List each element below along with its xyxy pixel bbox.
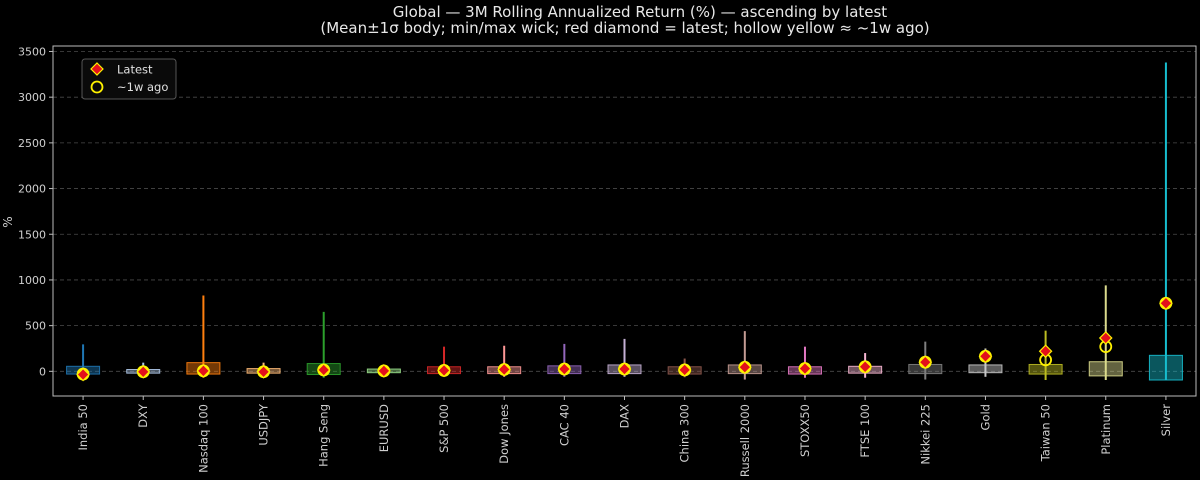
x-tick-label: Russell 2000 <box>738 404 752 477</box>
series-group <box>787 346 822 378</box>
latest-marker <box>136 364 151 379</box>
series-group <box>1148 62 1183 381</box>
legend-box <box>81 58 177 100</box>
latest-marker <box>557 362 572 376</box>
latest-marker <box>978 349 993 364</box>
legend-week-ago-label: ~1w ago <box>117 80 168 94</box>
latest-marker <box>437 363 451 378</box>
y-tick-label: 2000 <box>18 183 46 196</box>
series-group <box>66 344 101 382</box>
x-tick-label: DXY <box>136 403 150 428</box>
series-group <box>667 358 702 378</box>
legend-latest-label: Latest <box>117 63 153 77</box>
series-group <box>186 295 221 378</box>
y-axis-ticks: 0 500 1000 1500 2000 2500 3000 3500 <box>18 45 53 378</box>
y-tick-label: 1000 <box>18 274 46 287</box>
grid-lines <box>53 51 1196 372</box>
y-tick-label: 2500 <box>18 137 46 150</box>
series-box <box>968 364 1003 374</box>
x-tick-label: China 300 <box>678 404 692 462</box>
latest-marker <box>196 364 211 378</box>
latest-marker <box>1038 344 1053 359</box>
x-tick-label: Taiwan 50 <box>1039 404 1053 462</box>
series-box <box>1028 363 1063 375</box>
x-axis-ticks: India 50 DXY Nasdaq 100 USDJPY Hang Seng EURU… <box>76 396 1173 477</box>
series-group <box>1088 285 1123 381</box>
chart-legend: Latest ~1w ago <box>81 58 177 100</box>
x-tick-label: Silver <box>1159 404 1173 437</box>
chart-title: Global — 3M Rolling Annualized Return (%… <box>393 3 888 21</box>
latest-marker <box>677 363 692 377</box>
latest-marker <box>617 362 632 376</box>
x-tick-label: India 50 <box>76 404 90 451</box>
x-tick-label: Nasdaq 100 <box>196 404 210 473</box>
latest-marker <box>497 362 512 377</box>
x-tick-label: Dow Jones <box>497 404 511 464</box>
latest-marker <box>798 361 812 376</box>
y-tick-label: 0 <box>39 365 46 378</box>
plot-frame <box>52 45 1197 397</box>
y-axis-label: % <box>1 216 15 227</box>
series-marks <box>66 62 1183 382</box>
series-group <box>126 362 161 379</box>
x-tick-label: Hang Seng <box>317 404 331 467</box>
latest-marker <box>918 355 933 370</box>
legend-week-ago-marker <box>90 80 104 94</box>
latest-marker <box>256 364 271 379</box>
series-group <box>366 364 401 378</box>
series-group <box>908 341 943 380</box>
y-tick-label: 3000 <box>18 91 46 104</box>
x-tick-label: STOXX50 <box>798 404 812 457</box>
series-box <box>1148 354 1183 381</box>
x-tick-label: EURUSD <box>377 404 391 452</box>
series-group <box>607 338 642 377</box>
series-group <box>547 343 582 377</box>
series-group <box>246 362 281 379</box>
x-tick-label: DAX <box>618 404 632 429</box>
chart-subtitle: (Mean±1σ body; min/max wick; red diamond… <box>320 19 929 37</box>
series-group <box>727 331 762 380</box>
x-tick-label: Nikkei 225 <box>918 404 932 465</box>
latest-marker <box>76 367 90 382</box>
latest-marker <box>377 364 391 378</box>
series-group <box>306 311 341 378</box>
series-group <box>487 345 522 377</box>
y-tick-label: 3500 <box>18 45 46 58</box>
y-tick-label: 500 <box>25 320 46 333</box>
y-tick-label: 1500 <box>18 228 46 241</box>
latest-marker <box>1098 331 1113 345</box>
latest-marker <box>316 363 331 377</box>
latest-marker <box>1159 296 1173 311</box>
x-tick-label: Platinum <box>1099 404 1113 455</box>
x-tick-label: CAC 40 <box>557 404 571 446</box>
series-group <box>968 348 1003 377</box>
series-group <box>427 346 462 378</box>
series-group <box>848 353 883 378</box>
x-tick-label: USDJPY <box>257 403 271 446</box>
series-box <box>1088 361 1123 377</box>
series-group <box>1028 330 1063 381</box>
latest-marker <box>858 359 872 374</box>
legend-latest-marker <box>90 62 104 76</box>
x-tick-label: S&P 500 <box>437 404 451 453</box>
x-tick-label: FTSE 100 <box>858 404 872 458</box>
x-tick-label: Gold <box>978 404 992 430</box>
latest-marker <box>737 360 752 375</box>
